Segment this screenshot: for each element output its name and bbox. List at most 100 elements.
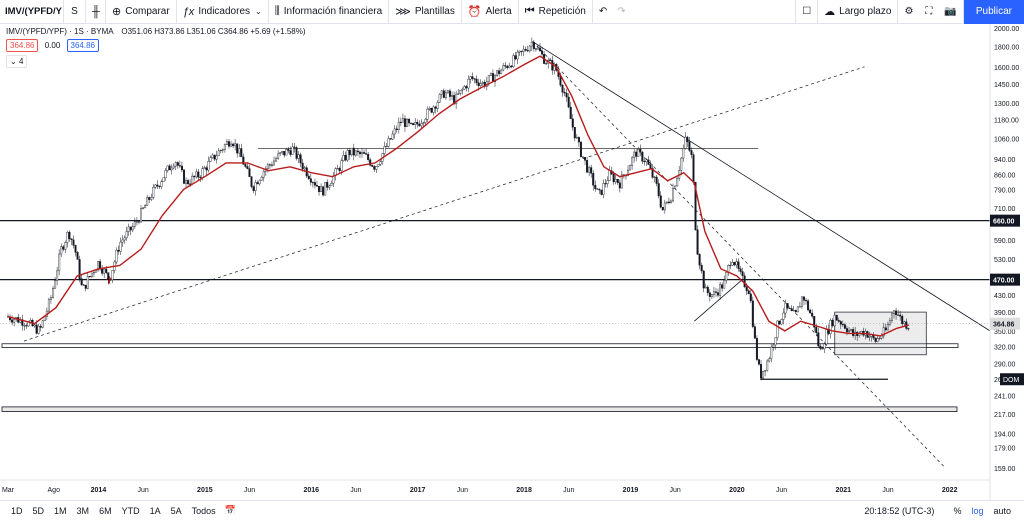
candle: [616, 178, 619, 185]
candle: [62, 244, 65, 252]
candle: [708, 289, 711, 302]
range-1d[interactable]: 1D: [11, 505, 23, 516]
legend-title: IMV/(YPFD/YPF) · 1S · BYMA: [6, 27, 114, 36]
candle: [710, 294, 713, 300]
candle: [751, 296, 754, 329]
ask-pill[interactable]: 364.86: [66, 39, 99, 52]
candle: [676, 176, 679, 187]
candle: [336, 164, 339, 170]
candle: [297, 151, 300, 163]
long-term-label: Largo plazo: [839, 6, 892, 17]
publish-button[interactable]: Publicar: [963, 0, 1024, 24]
templates-button[interactable]: ⋙ Plantillas: [389, 0, 462, 24]
candle: [766, 359, 769, 372]
range-1m[interactable]: 1M: [54, 505, 67, 516]
candle: [884, 323, 887, 332]
candle: [899, 311, 902, 321]
fullscreen-icon: ⛶: [925, 6, 933, 17]
candle: [813, 316, 816, 332]
undo-icon[interactable]: ↶: [598, 6, 608, 17]
time-axis[interactable]: Mar Ago 2014 Jun 2015 Jun 2016 Jun 2017 Jun 2018 Ju…: [0, 479, 990, 494]
candle: [416, 119, 419, 128]
y-tick-label: 1180.00: [994, 118, 1019, 125]
candle: [264, 166, 267, 176]
price-axis[interactable]: 159.00179.00194.00217.00241.00265.00290.…: [989, 24, 1024, 500]
fullscreen-button[interactable]: ⛶: [919, 0, 938, 24]
bid-pill[interactable]: 364.86: [6, 39, 39, 52]
compare-button[interactable]: ⊕ Comparar: [106, 0, 177, 24]
snapshot-button[interactable]: 📷: [938, 0, 964, 24]
candle: [403, 115, 406, 132]
x-tick-label: 2020: [729, 487, 745, 494]
candle: [786, 303, 789, 311]
percent-toggle[interactable]: %: [953, 505, 962, 516]
indicators-collapse[interactable]: ⌄ 4: [6, 55, 28, 68]
auto-toggle[interactable]: auto: [993, 505, 1011, 516]
candle: [770, 343, 773, 363]
candle: [575, 134, 578, 139]
replay-button[interactable]: ⏮ Repetición: [519, 0, 593, 24]
candle: [514, 51, 517, 61]
price-chart[interactable]: 159.00179.00194.00217.00241.00265.00290.…: [0, 24, 1024, 500]
candle: [193, 175, 196, 181]
candle: [268, 163, 271, 169]
candle: [500, 68, 503, 75]
redo-icon[interactable]: ↷: [617, 6, 626, 17]
candle: [385, 143, 388, 148]
settings-button[interactable]: ⚙: [898, 0, 919, 24]
undo-redo: ↶ ↷: [593, 0, 632, 24]
candle: [133, 217, 136, 229]
range-todos[interactable]: Todos: [191, 505, 216, 516]
candle: [152, 184, 155, 200]
candle: [700, 262, 703, 274]
candle: [588, 165, 591, 176]
candle: [103, 267, 106, 279]
candle: [569, 101, 572, 120]
candle: [225, 138, 228, 146]
candle: [512, 53, 515, 68]
log-toggle[interactable]: log: [971, 505, 984, 516]
range-ytd[interactable]: YTD: [121, 505, 140, 516]
candle: [279, 152, 282, 157]
financials-button[interactable]: ⫼ Información financiera: [269, 0, 390, 24]
candle: [185, 177, 188, 189]
x-tick-label: Mar: [2, 487, 15, 494]
candle: [506, 64, 509, 70]
range-6m[interactable]: 6M: [99, 505, 112, 516]
candle: [64, 240, 67, 253]
chevron-down-icon: ⌄: [255, 7, 262, 16]
symbol-search[interactable]: IMV/(YPFD/Y: [0, 0, 64, 24]
y-tick-label: 1600.00: [994, 65, 1019, 72]
y-tick-label: 860.00: [994, 173, 1016, 180]
range-5a[interactable]: 5A: [170, 505, 182, 516]
candle: [428, 106, 431, 111]
range-3m[interactable]: 3M: [76, 505, 90, 516]
chart-type-button[interactable]: ╫: [86, 0, 106, 24]
x-tick-label: Jun: [457, 487, 468, 494]
indicators-button[interactable]: ƒx Indicadores ⌄: [177, 0, 269, 24]
candle: [438, 93, 441, 103]
candle: [757, 358, 760, 366]
calendar-icon[interactable]: 📅: [224, 505, 236, 515]
candle: [522, 45, 525, 57]
candle: [150, 193, 153, 202]
range-5d[interactable]: 5D: [32, 505, 45, 516]
candle: [592, 170, 595, 191]
candle: [534, 47, 537, 52]
candle: [796, 306, 799, 313]
candle: [553, 62, 556, 75]
price-label: 364.86: [990, 317, 1020, 330]
moving-average-line: [7, 55, 910, 337]
alert-button[interactable]: ⏰ Alerta: [462, 0, 519, 24]
candle: [868, 331, 871, 342]
candle: [273, 156, 276, 166]
candle: [156, 180, 159, 190]
range-1a[interactable]: 1A: [149, 505, 161, 516]
layout-button[interactable]: ☐: [795, 0, 819, 24]
bottom-toolbar: 1D 5D 1M 3M 6M YTD 1A 5A Todos 📅 20:18:52 (UTC-3…: [0, 500, 1024, 520]
candle: [135, 217, 138, 226]
candle: [393, 125, 396, 139]
interval-button[interactable]: S: [64, 0, 86, 24]
candle: [579, 140, 582, 158]
long-term-button[interactable]: ☁ Largo plazo: [818, 0, 899, 24]
